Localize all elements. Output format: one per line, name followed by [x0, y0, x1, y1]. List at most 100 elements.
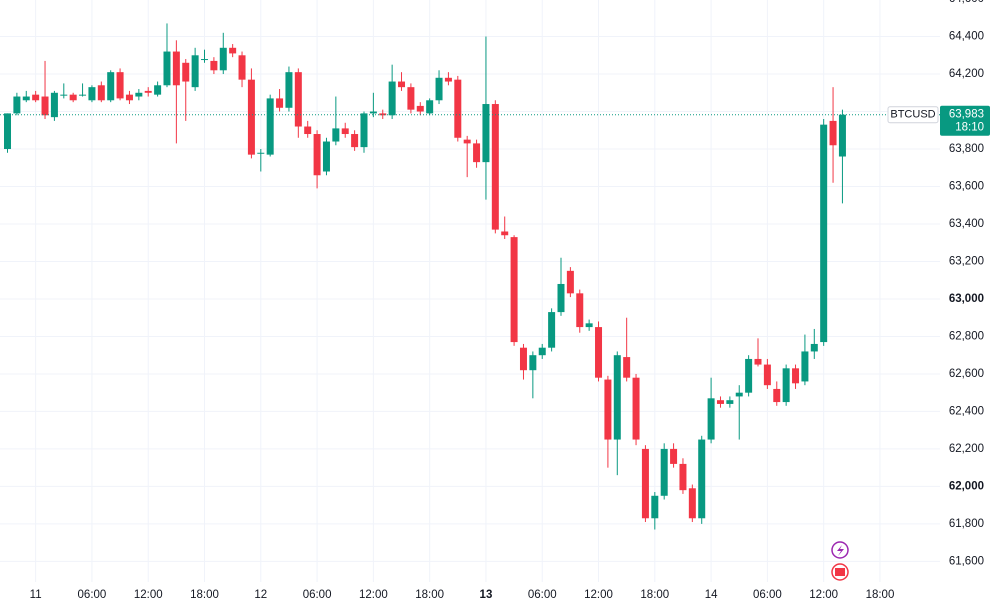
- candle-body: [257, 152, 265, 154]
- candle-body: [69, 94, 77, 101]
- candle-body: [632, 377, 640, 440]
- last-price-label: 63,983: [949, 109, 984, 121]
- candle-body: [351, 134, 359, 148]
- candle-body: [782, 368, 790, 403]
- candle-body: [810, 343, 818, 352]
- candle-body: [332, 128, 340, 142]
- event-icons: [831, 541, 849, 581]
- candle-body: [144, 90, 152, 93]
- candle-body: [585, 323, 593, 328]
- candle-body: [13, 96, 21, 114]
- y-tick-label: 61,600: [949, 555, 984, 567]
- event-icon-glyph: [837, 545, 844, 556]
- x-tick-label: 06:00: [303, 589, 332, 600]
- x-tick-label: 13: [480, 589, 493, 600]
- candle-body: [838, 114, 846, 157]
- candle-body: [416, 105, 424, 112]
- candle-body: [595, 327, 603, 378]
- axis-labels: 61,600 61,800 62,000 62,200 62,400 62,600 62,8…: [30, 0, 984, 600]
- candle-body: [501, 231, 509, 236]
- candle-body: [32, 94, 40, 101]
- candle-body: [341, 128, 349, 135]
- candle-body: [379, 113, 387, 116]
- symbol-badge: [887, 106, 939, 124]
- candle-body: [229, 47, 237, 54]
- candle-body: [820, 124, 828, 343]
- candle-body: [398, 81, 406, 88]
- x-tick-label: 06:00: [753, 589, 782, 600]
- y-tick-label: 63,200: [949, 256, 984, 268]
- x-tick-label: 18:00: [190, 589, 219, 600]
- candle-body: [154, 85, 162, 95]
- candle-body: [773, 388, 781, 403]
- candle-body: [276, 98, 284, 108]
- candle-body: [313, 134, 321, 176]
- y-tick-label: 63,000: [949, 293, 984, 305]
- candle-body: [519, 347, 527, 371]
- candle-body: [482, 104, 490, 163]
- candle-body: [304, 126, 312, 135]
- candle-body: [576, 293, 584, 328]
- candle-body: [41, 96, 49, 116]
- candle-body: [294, 72, 302, 127]
- candle-body: [623, 357, 631, 378]
- x-tick-label: 06:00: [78, 589, 107, 600]
- candles: [0, 23, 940, 530]
- x-tick-label: 18:00: [866, 589, 895, 600]
- candle-body: [444, 77, 452, 82]
- candle-body: [801, 351, 809, 382]
- y-tick-label: 62,600: [949, 368, 984, 380]
- candle-body: [22, 96, 30, 101]
- candle-body: [698, 439, 706, 519]
- candle-body: [660, 448, 668, 496]
- y-tick-label: 61,800: [949, 518, 984, 530]
- candle-body: [426, 100, 434, 114]
- candle-body: [238, 55, 246, 80]
- candle-body: [491, 104, 499, 230]
- candle-body: [125, 94, 133, 101]
- candle-body: [407, 87, 415, 110]
- x-tick-label: 14: [705, 589, 718, 600]
- candle-body: [792, 368, 800, 384]
- price-badge: [940, 105, 990, 136]
- candle-body: [463, 139, 471, 144]
- candle-body: [557, 283, 565, 313]
- candle-body: [829, 120, 837, 146]
- y-tick-label: 63,800: [949, 143, 984, 155]
- candle-body: [210, 60, 218, 71]
- candle-body: [60, 94, 68, 96]
- candle-body: [182, 62, 190, 82]
- candle-body: [651, 495, 659, 519]
- candle-body: [679, 463, 687, 491]
- candle-body: [763, 364, 771, 386]
- candle-body: [79, 94, 87, 96]
- x-tick-label: 12:00: [584, 589, 613, 600]
- x-tick-label: 06:00: [528, 589, 557, 600]
- y-tick-label: 63,600: [949, 181, 984, 193]
- x-tick-label: 12:00: [359, 589, 388, 600]
- x-tick-label: 11: [30, 589, 42, 600]
- candle-body: [688, 488, 696, 519]
- candle-body: [735, 392, 743, 397]
- candle-body: [266, 98, 274, 155]
- candle-body: [754, 358, 762, 365]
- candle-body: [219, 47, 227, 71]
- candle-body: [670, 448, 678, 464]
- candle-body: [116, 72, 124, 99]
- candle-body: [135, 92, 143, 97]
- grid: [0, 0, 940, 582]
- candle-body: [191, 55, 199, 88]
- candle-body: [163, 51, 171, 86]
- candle-body: [510, 237, 518, 343]
- y-tick-label: 63,400: [949, 218, 984, 230]
- candle-body: [435, 77, 443, 101]
- y-tick-label: 64,400: [949, 31, 984, 43]
- y-tick-label: 62,800: [949, 330, 984, 342]
- y-tick-label: 62,400: [949, 405, 984, 417]
- candle-body: [641, 448, 649, 519]
- x-tick-label: 12:00: [809, 589, 838, 600]
- candle-body: [716, 400, 724, 404]
- candle-body: [322, 141, 330, 172]
- candle-body: [97, 85, 105, 101]
